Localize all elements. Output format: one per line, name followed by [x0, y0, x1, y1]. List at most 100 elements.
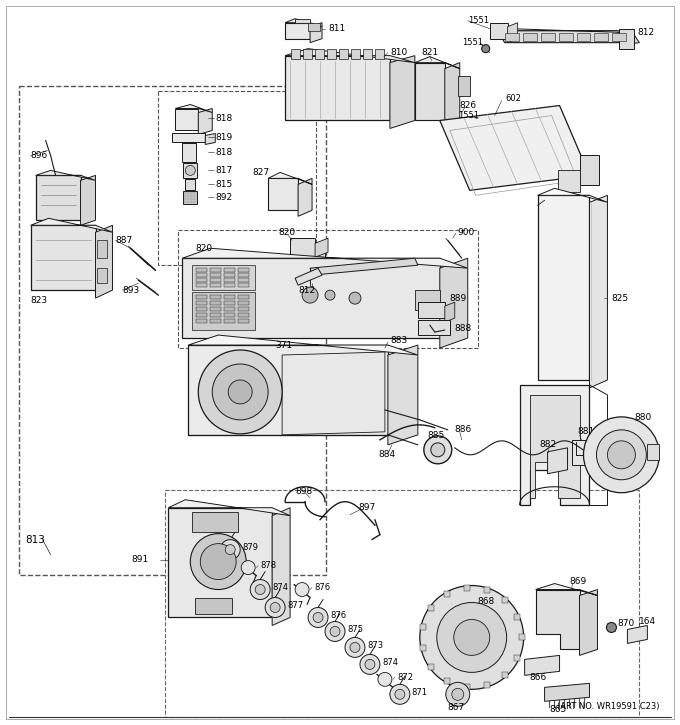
- Polygon shape: [545, 684, 590, 701]
- Polygon shape: [308, 22, 320, 30]
- Polygon shape: [184, 191, 197, 204]
- Bar: [210, 301, 221, 305]
- Bar: [502, 671, 508, 678]
- Text: 885: 885: [428, 431, 445, 440]
- Text: 818: 818: [216, 148, 233, 157]
- Circle shape: [250, 579, 270, 600]
- Text: 824: 824: [611, 477, 628, 486]
- Bar: [165, 490, 639, 717]
- Circle shape: [325, 621, 345, 642]
- Text: 870: 870: [617, 619, 634, 628]
- Text: 811: 811: [328, 24, 345, 33]
- Text: 891: 891: [131, 555, 148, 564]
- Bar: [197, 268, 207, 272]
- Text: 877: 877: [287, 601, 303, 610]
- Circle shape: [220, 539, 240, 560]
- Polygon shape: [188, 345, 388, 435]
- Circle shape: [596, 430, 647, 480]
- Polygon shape: [418, 320, 449, 335]
- Bar: [444, 591, 449, 597]
- Bar: [464, 684, 469, 690]
- Circle shape: [225, 544, 235, 555]
- Bar: [224, 301, 235, 305]
- Circle shape: [446, 682, 470, 706]
- Text: 876: 876: [330, 611, 346, 620]
- Polygon shape: [268, 178, 298, 210]
- Bar: [224, 273, 235, 277]
- Polygon shape: [285, 49, 415, 62]
- Text: 873: 873: [367, 641, 383, 650]
- Text: 872: 872: [397, 673, 413, 682]
- Circle shape: [325, 290, 335, 300]
- Polygon shape: [285, 19, 322, 27]
- Bar: [197, 313, 207, 317]
- Polygon shape: [285, 22, 310, 38]
- Polygon shape: [192, 292, 255, 330]
- Polygon shape: [268, 173, 312, 184]
- Circle shape: [295, 583, 309, 597]
- Text: 1551: 1551: [468, 16, 489, 25]
- Text: 821: 821: [422, 48, 439, 57]
- Bar: [178, 231, 478, 348]
- Polygon shape: [295, 19, 310, 22]
- Circle shape: [360, 655, 380, 674]
- Polygon shape: [282, 352, 385, 435]
- Polygon shape: [175, 104, 212, 112]
- Text: 878: 878: [260, 561, 276, 570]
- Bar: [514, 655, 520, 660]
- Text: 889: 889: [449, 294, 467, 302]
- Bar: [210, 313, 221, 317]
- Bar: [420, 645, 426, 651]
- Bar: [224, 313, 235, 317]
- Polygon shape: [172, 133, 205, 142]
- Circle shape: [308, 608, 328, 627]
- Text: 869: 869: [570, 577, 587, 586]
- Text: 371: 371: [275, 341, 292, 349]
- Circle shape: [199, 350, 282, 434]
- Polygon shape: [291, 49, 300, 59]
- Circle shape: [345, 637, 365, 658]
- Text: 892: 892: [216, 193, 233, 202]
- Text: 880: 880: [634, 413, 651, 423]
- Circle shape: [265, 597, 285, 618]
- Text: (ART NO. WR19591 C23): (ART NO. WR19591 C23): [557, 703, 660, 711]
- Circle shape: [349, 292, 361, 304]
- Text: 874: 874: [382, 658, 398, 667]
- Bar: [238, 273, 249, 277]
- Polygon shape: [169, 507, 272, 618]
- Polygon shape: [31, 218, 112, 232]
- Polygon shape: [498, 29, 632, 33]
- Circle shape: [228, 380, 252, 404]
- Text: 817: 817: [216, 166, 233, 175]
- Text: 867: 867: [447, 703, 465, 712]
- Bar: [97, 268, 107, 283]
- Polygon shape: [440, 106, 590, 191]
- Polygon shape: [508, 22, 517, 43]
- Polygon shape: [351, 49, 360, 59]
- Circle shape: [583, 417, 660, 493]
- Polygon shape: [80, 175, 95, 225]
- Text: 876: 876: [314, 583, 330, 592]
- Bar: [224, 307, 235, 311]
- Bar: [210, 268, 221, 272]
- Circle shape: [186, 165, 195, 175]
- Bar: [514, 614, 520, 620]
- Polygon shape: [31, 225, 95, 290]
- Text: 868: 868: [478, 597, 495, 606]
- Polygon shape: [315, 239, 328, 257]
- Bar: [428, 664, 435, 670]
- Bar: [224, 295, 235, 299]
- Polygon shape: [192, 265, 255, 290]
- Polygon shape: [525, 655, 560, 676]
- Text: 164: 164: [639, 617, 656, 626]
- Bar: [210, 278, 221, 282]
- Polygon shape: [192, 512, 238, 531]
- Circle shape: [481, 45, 490, 53]
- Text: 887: 887: [116, 236, 133, 245]
- Bar: [523, 33, 537, 41]
- Bar: [238, 307, 249, 311]
- Polygon shape: [310, 22, 322, 43]
- Bar: [210, 283, 221, 287]
- Bar: [505, 33, 519, 41]
- Polygon shape: [547, 448, 568, 473]
